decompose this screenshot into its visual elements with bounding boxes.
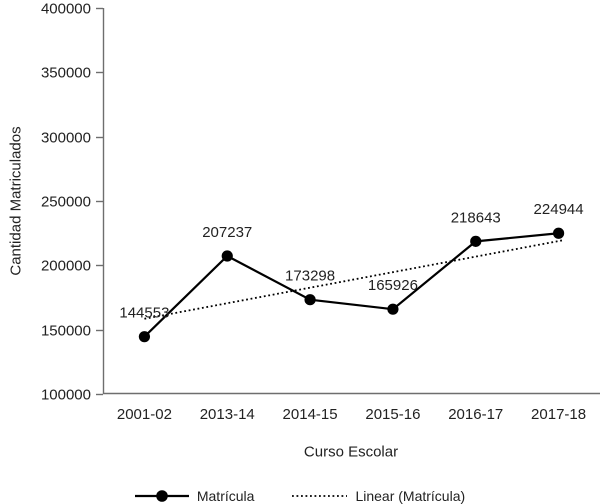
legend-label-linear-matricula: Linear (Matrícula) [355, 488, 466, 504]
x-tick-label: 2016-17 [448, 406, 503, 423]
x-tick-label: 2013-14 [200, 406, 255, 423]
data-label: 144553 [119, 305, 169, 322]
y-tick-label: 150000 [41, 323, 91, 340]
data-label: 165926 [368, 277, 418, 294]
x-tick-label: 2015-16 [365, 406, 420, 423]
y-tick-label: 300000 [41, 130, 91, 147]
series-line [143, 232, 559, 338]
y-tick-label: 200000 [41, 258, 91, 275]
data-label: 207237 [202, 224, 252, 241]
legend-item-matricula: Matrícula [134, 488, 255, 504]
data-point-marker [387, 303, 399, 315]
data-label: 218643 [451, 209, 501, 226]
data-label: 224944 [534, 201, 584, 218]
x-tick-label: 2017-18 [531, 406, 586, 423]
y-tick-label: 350000 [41, 65, 91, 82]
legend-item-linear-matricula: Linear (Matrícula) [292, 488, 465, 504]
x-tick-label: 2014-15 [283, 406, 338, 423]
data-point-marker [304, 294, 316, 306]
y-tick-label: 250000 [41, 194, 91, 211]
data-point-marker [138, 331, 151, 343]
chart-legend: Matrícula Linear (Matrícula) [0, 486, 600, 504]
dotted-line-swatch-icon [292, 495, 348, 497]
x-axis-title: Curso Escolar [303, 443, 399, 461]
x-tick-label: 2001-02 [117, 406, 172, 423]
y-tick-label: 400000 [41, 1, 91, 18]
solid-line-marker-swatch-icon [134, 490, 189, 502]
legend-label-matricula: Matrícula [196, 488, 255, 504]
data-point-marker [470, 235, 482, 247]
data-label: 173298 [285, 268, 335, 285]
data-point-marker [221, 250, 233, 262]
data-point-marker [552, 227, 565, 239]
trendline [144, 239, 565, 320]
y-tick-label: 100000 [41, 387, 91, 404]
